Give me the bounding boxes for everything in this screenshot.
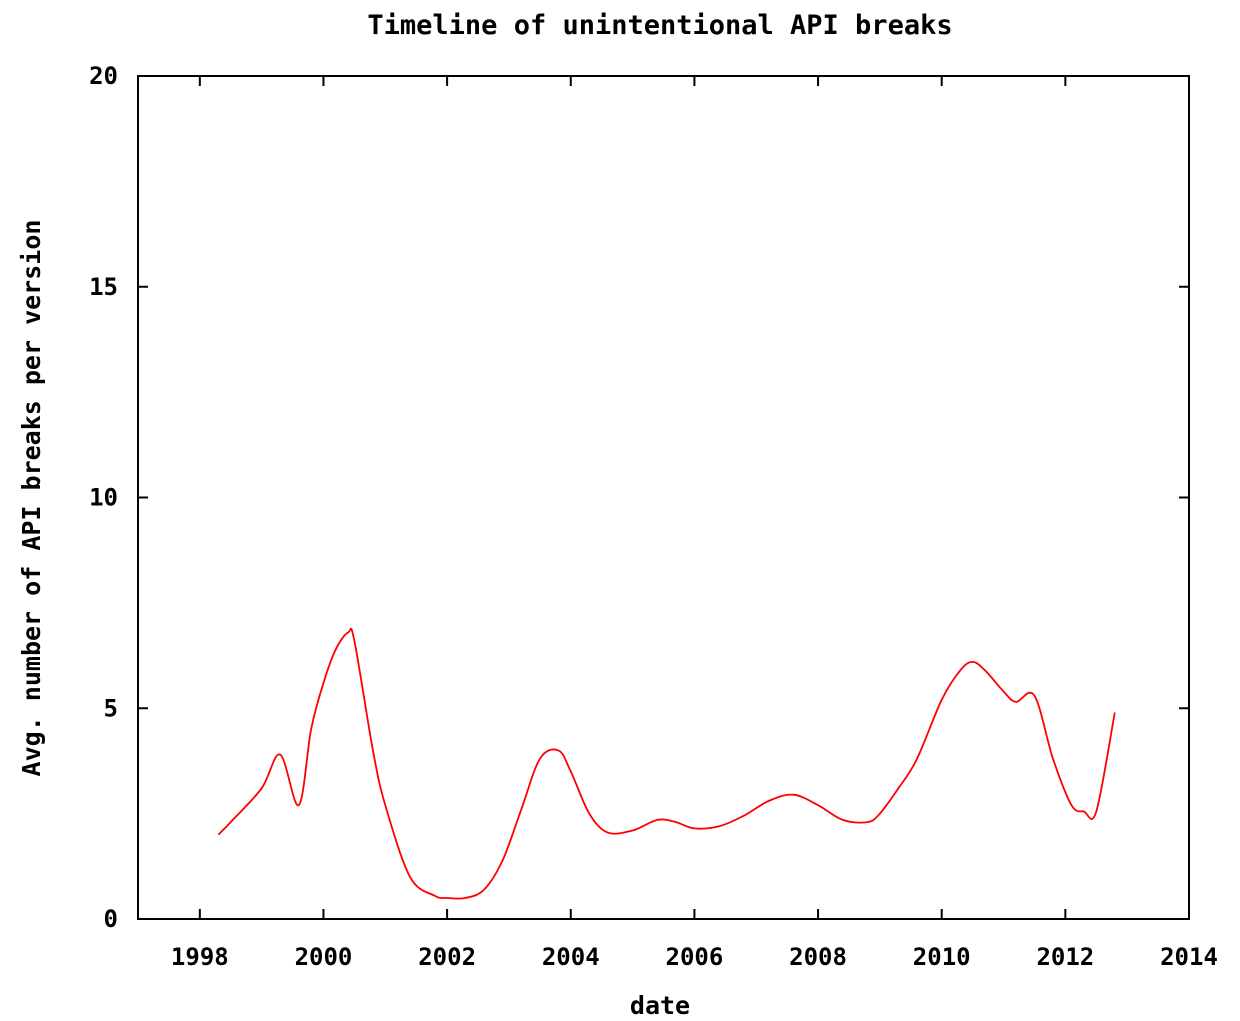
x-tick-label: 2002 xyxy=(418,943,476,971)
x-tick-label: 2014 xyxy=(1160,943,1218,971)
x-tick-label: 2006 xyxy=(666,943,724,971)
x-tick-label: 2010 xyxy=(913,943,971,971)
x-tick-labels: 1998 2000 2002 2004 2006 2008 2010 2012 2014 xyxy=(171,943,1218,971)
x-tick-label: 1998 xyxy=(171,943,229,971)
plot-frame xyxy=(137,75,1190,920)
chart-title: Timeline of unintentional API breaks xyxy=(367,10,952,41)
y-tick-labels: 0 5 10 15 20 xyxy=(89,62,118,933)
series-group xyxy=(217,627,1116,900)
x-tick-label: 2000 xyxy=(295,943,353,971)
x-tick-label: 2004 xyxy=(542,943,600,971)
y-tick-label: 15 xyxy=(89,273,118,301)
y-tick-label: 10 xyxy=(89,484,118,512)
y-axis-title: Avg. number of API breaks per version xyxy=(17,220,46,777)
axis-ticks xyxy=(138,75,1190,920)
x-axis-title: date xyxy=(630,991,690,1020)
x-tick-label: 2008 xyxy=(789,943,847,971)
y-tick-label: 20 xyxy=(89,62,118,90)
y-tick-label: 0 xyxy=(104,905,118,933)
series-line xyxy=(217,627,1116,900)
x-tick-label: 2012 xyxy=(1036,943,1094,971)
y-tick-label: 5 xyxy=(104,694,118,722)
